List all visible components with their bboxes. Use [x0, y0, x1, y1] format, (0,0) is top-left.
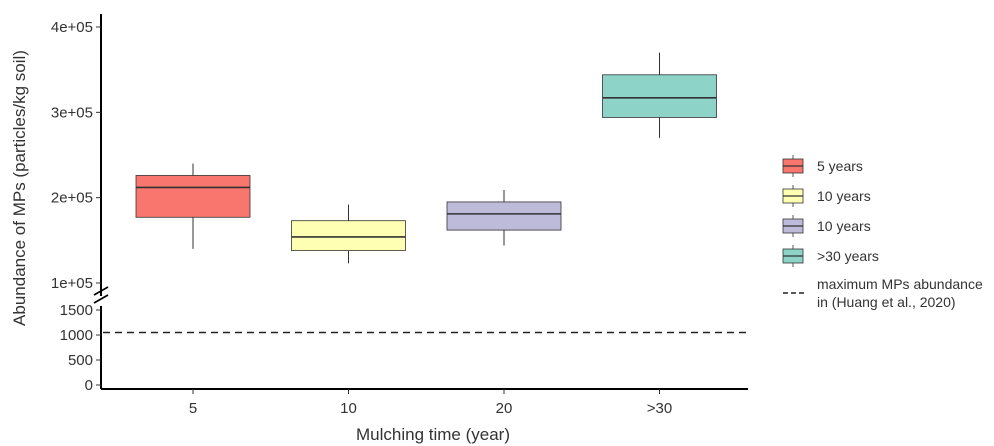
legend: 5 years 10 years 10 years >30 years maximum …	[782, 155, 983, 310]
y-tick-label: 1e+05	[51, 275, 93, 292]
legend-label: 10 years	[817, 188, 871, 204]
x-tick-label: 10	[340, 400, 357, 417]
y-tick-label: 2e+05	[51, 190, 93, 207]
legend-label: 5 years	[817, 158, 863, 174]
box-body	[602, 74, 717, 118]
y-tick-label: 1500	[60, 302, 93, 319]
box-body	[291, 220, 406, 251]
y-tick-label: 4e+05	[51, 19, 93, 36]
legend-label-reference: in (Huang et al., 2020)	[817, 294, 956, 310]
x-axis-title: Mulching time (year)	[356, 425, 510, 444]
legend-label: >30 years	[817, 248, 879, 264]
y-tick-label: 0	[85, 377, 93, 394]
plot-area: 1e+05 2e+05 3e+05 4e+05 0 500 1000 1500 5 10 20 >30…	[10, 14, 748, 444]
y-tick-label: 1000	[60, 327, 93, 344]
legend-label-reference: maximum MPs abundance	[817, 276, 983, 292]
box-body	[446, 201, 562, 231]
box-body	[135, 175, 251, 218]
x-tick-label: >30	[647, 400, 672, 417]
legend-label: 10 years	[817, 218, 871, 234]
y-axis-title: Abundance of MPs (particles/kg soil)	[10, 50, 29, 326]
y-tick-label: 3e+05	[51, 104, 93, 121]
axis-break-mark	[93, 294, 109, 304]
x-tick-label: 20	[496, 400, 513, 417]
x-tick-label: 5	[189, 400, 197, 417]
y-tick-label: 500	[68, 352, 93, 369]
axis-break-mark	[93, 286, 109, 296]
